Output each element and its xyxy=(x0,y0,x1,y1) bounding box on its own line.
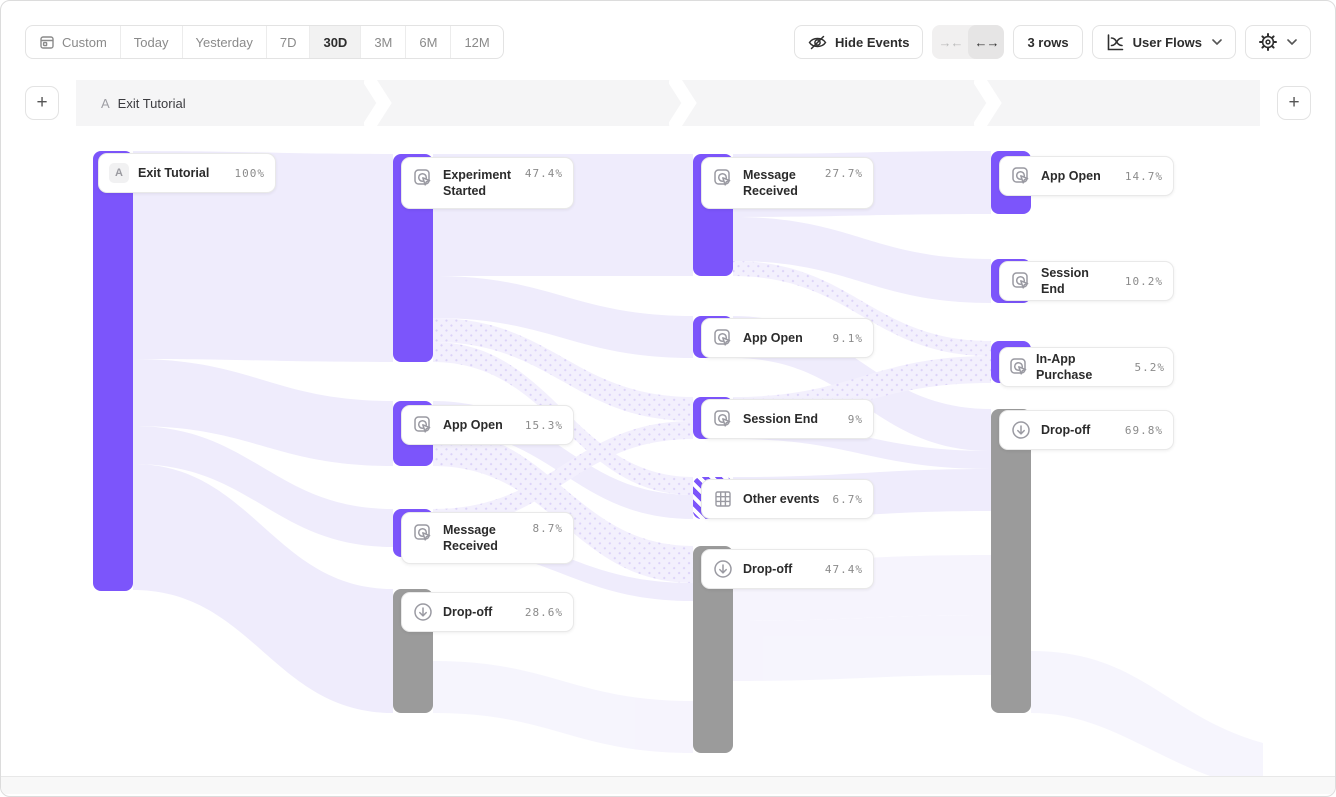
drop-off-icon xyxy=(714,560,732,578)
flow-step-label: A Exit Tutorial xyxy=(101,80,186,126)
date-range-selector: Custom Today Yesterday 7D 30D 3M 6M 12M xyxy=(25,25,504,59)
user-flows-icon xyxy=(1107,33,1123,50)
flow-node-experiment-started[interactable]: Experiment Started 47.4% xyxy=(401,157,574,209)
footer-divider xyxy=(1,776,1335,777)
date-range-label: Custom xyxy=(62,34,107,50)
step-chevron-icon xyxy=(364,80,392,126)
step-chevron-icon xyxy=(974,80,1002,126)
flow-node-drop-off[interactable]: Drop-off 47.4% xyxy=(701,549,874,589)
flow-node-message-received[interactable]: Message Received 8.7% xyxy=(401,512,574,564)
flow-header-row: + A Exit Tutorial + xyxy=(25,80,1311,126)
date-range-12m[interactable]: 12M xyxy=(464,34,490,50)
event-icon xyxy=(1010,358,1027,375)
flow-node-exit-tutorial[interactable]: A Exit Tutorial 100% xyxy=(98,153,276,193)
flow-node-session-end[interactable]: Session End 10.2% xyxy=(999,261,1174,301)
flow-node-app-open[interactable]: App Open 15.3% xyxy=(401,405,574,445)
gear-icon xyxy=(1259,33,1277,51)
step-chevron-icon xyxy=(669,80,697,126)
grid-icon xyxy=(715,491,731,507)
toolbar-right: Hide Events →← ←→ 3 rows User Flows xyxy=(794,25,1311,59)
flow-node-other-events[interactable]: Other events 6.7% xyxy=(701,479,874,519)
flow-bar-exit-tutorial[interactable] xyxy=(93,151,133,591)
flow-node-drop-off[interactable]: Drop-off 69.8% xyxy=(999,410,1174,450)
event-icon xyxy=(414,169,431,186)
flow-node-message-received[interactable]: Message Received 27.7% xyxy=(701,157,874,209)
date-range-today[interactable]: Today xyxy=(121,26,183,58)
drop-off-icon xyxy=(414,603,432,621)
collapse-columns-button[interactable]: →← xyxy=(938,34,963,50)
date-range-6m[interactable]: 6M xyxy=(406,26,452,58)
toolbar: Custom Today Yesterday 7D 30D 3M 6M 12M … xyxy=(25,25,1311,59)
chevron-down-icon xyxy=(1212,39,1222,45)
date-range-30d[interactable]: 30D xyxy=(310,26,362,58)
flow-node-app-open[interactable]: App Open 9.1% xyxy=(701,318,874,358)
date-range-3m[interactable]: 3M xyxy=(361,26,407,58)
event-icon xyxy=(714,329,731,346)
date-range-yesterday[interactable]: Yesterday xyxy=(183,26,267,58)
step-letter: A xyxy=(101,95,110,111)
calendar-icon xyxy=(40,36,54,49)
event-icon xyxy=(414,416,431,433)
step-letter-badge: A xyxy=(109,163,129,183)
expand-columns-button[interactable]: ←→ xyxy=(968,25,1005,59)
rows-button[interactable]: 3 rows xyxy=(1013,25,1083,59)
event-icon xyxy=(714,169,731,186)
event-icon xyxy=(1012,272,1029,289)
column-width-toggle: →← ←→ xyxy=(932,25,1005,59)
step-name: Exit Tutorial xyxy=(117,95,186,111)
chevron-down-icon xyxy=(1287,39,1297,45)
flow-bar-drop-off[interactable] xyxy=(991,409,1031,713)
view-type-dropdown[interactable]: User Flows xyxy=(1091,25,1236,59)
hide-events-button[interactable]: Hide Events xyxy=(794,25,924,59)
event-icon xyxy=(414,524,431,541)
date-range-7d[interactable]: 7D xyxy=(267,26,311,58)
event-icon xyxy=(714,410,731,427)
flow-node-drop-off[interactable]: Drop-off 28.6% xyxy=(401,592,574,632)
event-icon xyxy=(1012,167,1029,184)
flow-step-band[interactable]: A Exit Tutorial xyxy=(76,80,1260,126)
flow-node-app-open[interactable]: App Open 14.7% xyxy=(999,156,1174,196)
flow-node-in-app-purchase[interactable]: In-App Purchase 5.2% xyxy=(999,347,1174,387)
eye-off-icon xyxy=(808,35,827,49)
settings-dropdown[interactable] xyxy=(1245,25,1311,59)
add-step-right-button[interactable]: + xyxy=(1277,86,1311,120)
flow-node-session-end[interactable]: Session End 9% xyxy=(701,399,874,439)
drop-off-icon xyxy=(1012,421,1030,439)
add-step-left-button[interactable]: + xyxy=(25,86,59,120)
date-range-custom[interactable]: Custom xyxy=(26,26,121,58)
footer-scrollbar-strip[interactable] xyxy=(1,777,1335,794)
